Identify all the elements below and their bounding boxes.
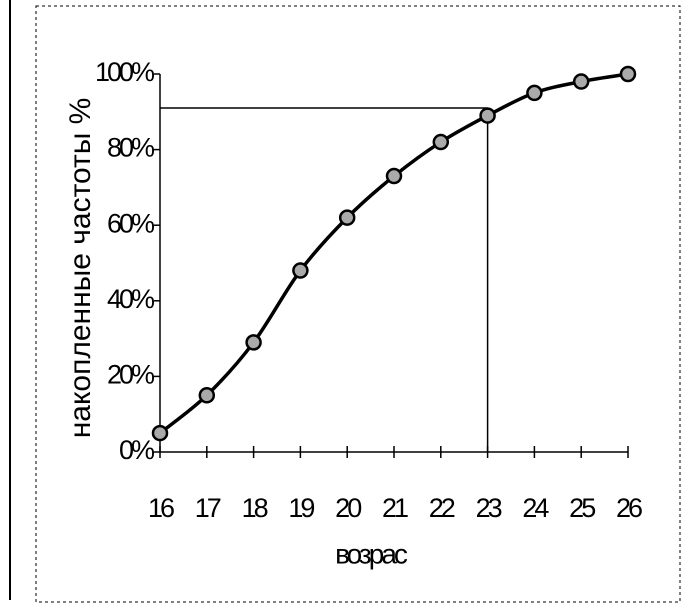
x-tick-label: 17: [195, 493, 221, 523]
y-tick-label: 60%: [107, 208, 155, 238]
x-axis-label: возрас: [335, 538, 408, 569]
marker: [245, 334, 262, 351]
y-tick-label: 80%: [107, 133, 155, 163]
x-tick-label: 19: [288, 493, 314, 523]
x-tick-label: 26: [616, 493, 642, 523]
marker: [526, 84, 543, 102]
y-tick-label: 20%: [107, 360, 155, 390]
marker: [385, 167, 403, 185]
marker: [151, 424, 169, 442]
x-tick-label: 18: [242, 493, 268, 523]
marker: [619, 65, 637, 83]
x-tick-label: 16: [148, 493, 174, 523]
line: [158, 72, 629, 435]
marker: [198, 387, 216, 404]
y-axis-label: накопленные частоты %: [64, 98, 97, 439]
marker: [432, 133, 450, 151]
x-tick-label: 23: [476, 493, 502, 523]
y-tick-label: 100%: [95, 57, 155, 87]
x-tick-label: 21: [382, 493, 408, 523]
x-tick-label: 24: [522, 493, 549, 523]
marker: [572, 73, 590, 90]
x-tick-label: 25: [569, 493, 595, 523]
y-tick-label: 40%: [107, 284, 155, 314]
marker: [479, 107, 496, 124]
x-tick-label: 22: [429, 493, 455, 523]
marker: [338, 209, 356, 226]
marker: [292, 262, 309, 279]
x-tick-label: 20: [335, 493, 361, 523]
frame: [35, 5, 681, 603]
y-tick-label: 0%: [119, 435, 155, 465]
